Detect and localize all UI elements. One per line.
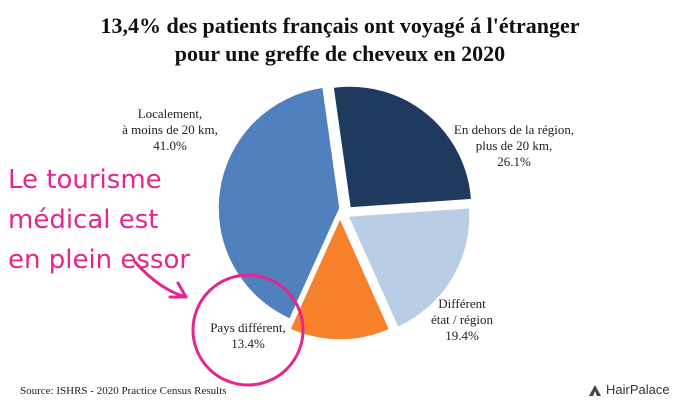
callout-text: Le tourisme médical est en plein essor bbox=[8, 160, 190, 280]
callout-arrow bbox=[133, 260, 188, 299]
slice-value-label: 13.4% bbox=[231, 336, 265, 351]
slice-label-line: état / région bbox=[431, 312, 494, 327]
slice-label-line: En dehors de la région, bbox=[454, 122, 574, 137]
callout-line-2: médical est bbox=[8, 205, 159, 235]
slice-label-3: Pays différent, 13.4% bbox=[210, 320, 286, 351]
slice-label-1: En dehors de la région, plus de 20 km, 26.… bbox=[454, 122, 574, 169]
callout-line-3: en plein essor bbox=[8, 245, 191, 275]
brand-name: HairPalace bbox=[606, 382, 670, 397]
pie-slice-1 bbox=[332, 85, 473, 209]
pie-slice-3 bbox=[288, 216, 391, 341]
slice-value-label: 19.4% bbox=[445, 328, 479, 343]
chart-title-line-1: 13,4% des patients français ont voyagé á… bbox=[100, 13, 580, 38]
brand-logo: HairPalace bbox=[588, 382, 670, 397]
source-note: Source: ISHRS - 2020 Practice Census Res… bbox=[20, 385, 227, 397]
slice-label-line: Pays différent, bbox=[210, 320, 286, 335]
pie-slice-2 bbox=[346, 206, 471, 329]
slice-value-label: 26.1% bbox=[497, 154, 531, 169]
slice-label-2: Différent état / région 19.4% bbox=[431, 296, 494, 343]
slice-label-line: à moins de 20 km, bbox=[122, 122, 218, 137]
slice-label-line: plus de 20 km, bbox=[476, 138, 553, 153]
chart-title-line-2: pour une greffe de cheveux en 2020 bbox=[174, 41, 506, 66]
pie-slice-0 bbox=[217, 86, 341, 321]
slice-label-line: Différent bbox=[438, 296, 486, 311]
highlight-circle bbox=[191, 273, 305, 387]
slice-value-label: 41.0% bbox=[153, 138, 187, 153]
hairpalace-logo-icon bbox=[589, 384, 601, 396]
chart-title: 13,4% des patients français ont voyagé á… bbox=[40, 12, 640, 68]
slice-label-line: Localement, bbox=[138, 106, 203, 121]
slice-label-0: Localement, à moins de 20 km, 41.0% bbox=[122, 106, 218, 153]
callout-line-1: Le tourisme bbox=[8, 165, 162, 195]
